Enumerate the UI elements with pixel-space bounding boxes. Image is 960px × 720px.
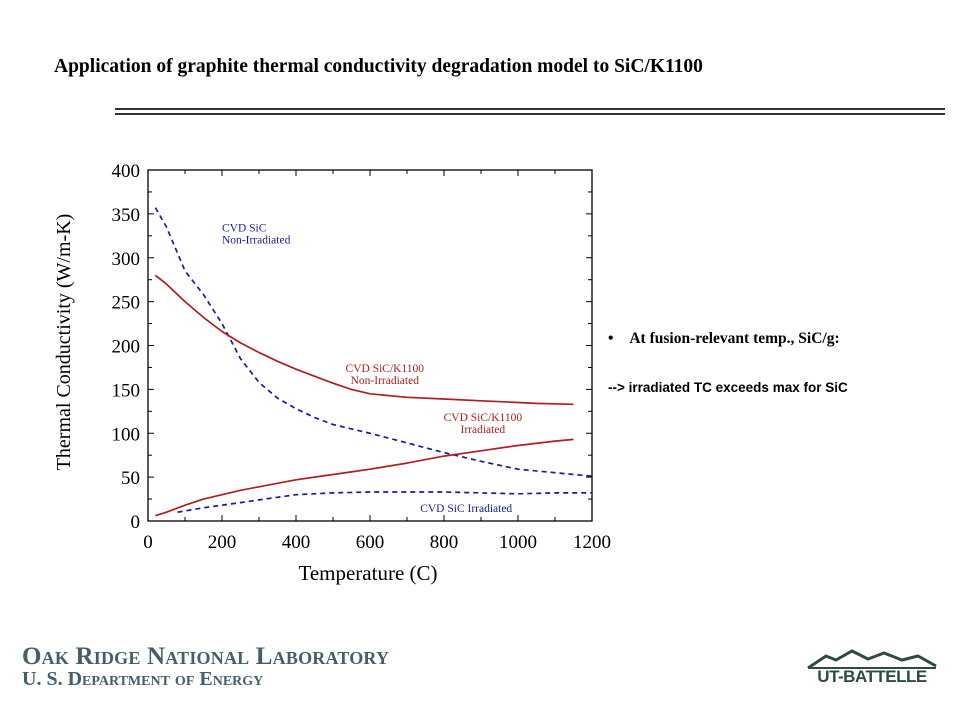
y-tick-label: 350 (112, 205, 141, 226)
series-annotation-4: CVD SiC Irradiated (420, 503, 512, 515)
slide-title: Application of graphite thermal conducti… (54, 56, 703, 77)
y-tick-label: 0 (131, 512, 141, 533)
series-layer (154, 207, 593, 517)
y-axis-label: Thermal Conductivity (W/m-K) (53, 214, 75, 471)
y-tick-label: 100 (112, 424, 141, 445)
y-tick-label: 50 (121, 468, 140, 489)
x-axis-label: Temperature (C) (298, 561, 437, 585)
series-line-2 (154, 274, 574, 406)
y-tick-label: 300 (112, 249, 141, 270)
annotation-line: CVD SiC Irradiated (420, 503, 512, 515)
y-tick-label: 150 (112, 380, 141, 401)
annotation-line: CVD SiC/K1100 (346, 363, 425, 375)
y-tick-label: 400 (112, 161, 141, 182)
series-annotation-2: CVD SiC/K1100 Non-Irradiated (346, 363, 425, 387)
x-tick-label: 1000 (499, 532, 537, 553)
annotation-line: Irradiated (460, 424, 505, 436)
title-divider-top (115, 108, 945, 110)
sub-bullet-point: --> irradiated TC exceeds max for SiC (608, 380, 848, 395)
series-line-1 (154, 207, 593, 478)
footer-lab-name: Oak Ridge National Laboratory (22, 643, 390, 670)
series-line-3 (155, 438, 574, 517)
x-tick-label: 0 (143, 532, 153, 553)
annotation-line: CVD SiC/K1100 (444, 412, 523, 424)
mountain-logo-icon (807, 649, 937, 670)
annotation-line: Non-Irradiated (351, 375, 420, 387)
ticks-layer: 0 50 100 150 200 250 300 350 400 0 200 400 600 800 100… (112, 161, 612, 553)
x-tick-label: 200 (208, 532, 237, 553)
x-tick-label: 800 (430, 532, 459, 553)
footer-department: U. S. Department of Energy (22, 668, 264, 690)
x-tick-label: 400 (282, 532, 311, 553)
y-tick-label: 250 (112, 293, 141, 314)
series-line-4 (177, 491, 592, 514)
bullet-point: •  At fusion-relevant temp., SiC/g: (608, 330, 840, 347)
y-tick-label: 200 (112, 337, 141, 358)
x-tick-label: 1200 (573, 532, 611, 553)
ut-battelle-logo: UT-BATTELLE (806, 648, 938, 688)
annotation-line: CVD SiC (222, 222, 267, 234)
series-annotation-3: CVD SiC/K1100 Irradiated (444, 412, 523, 436)
x-tick-label: 600 (356, 532, 385, 553)
title-divider-bottom (115, 113, 945, 115)
series-annotation-1: CVD SiC Non-Irradiated (222, 222, 291, 246)
logo-text: UT-BATTELLE (817, 667, 927, 686)
annotation-line: Non-Irradiated (222, 234, 291, 246)
